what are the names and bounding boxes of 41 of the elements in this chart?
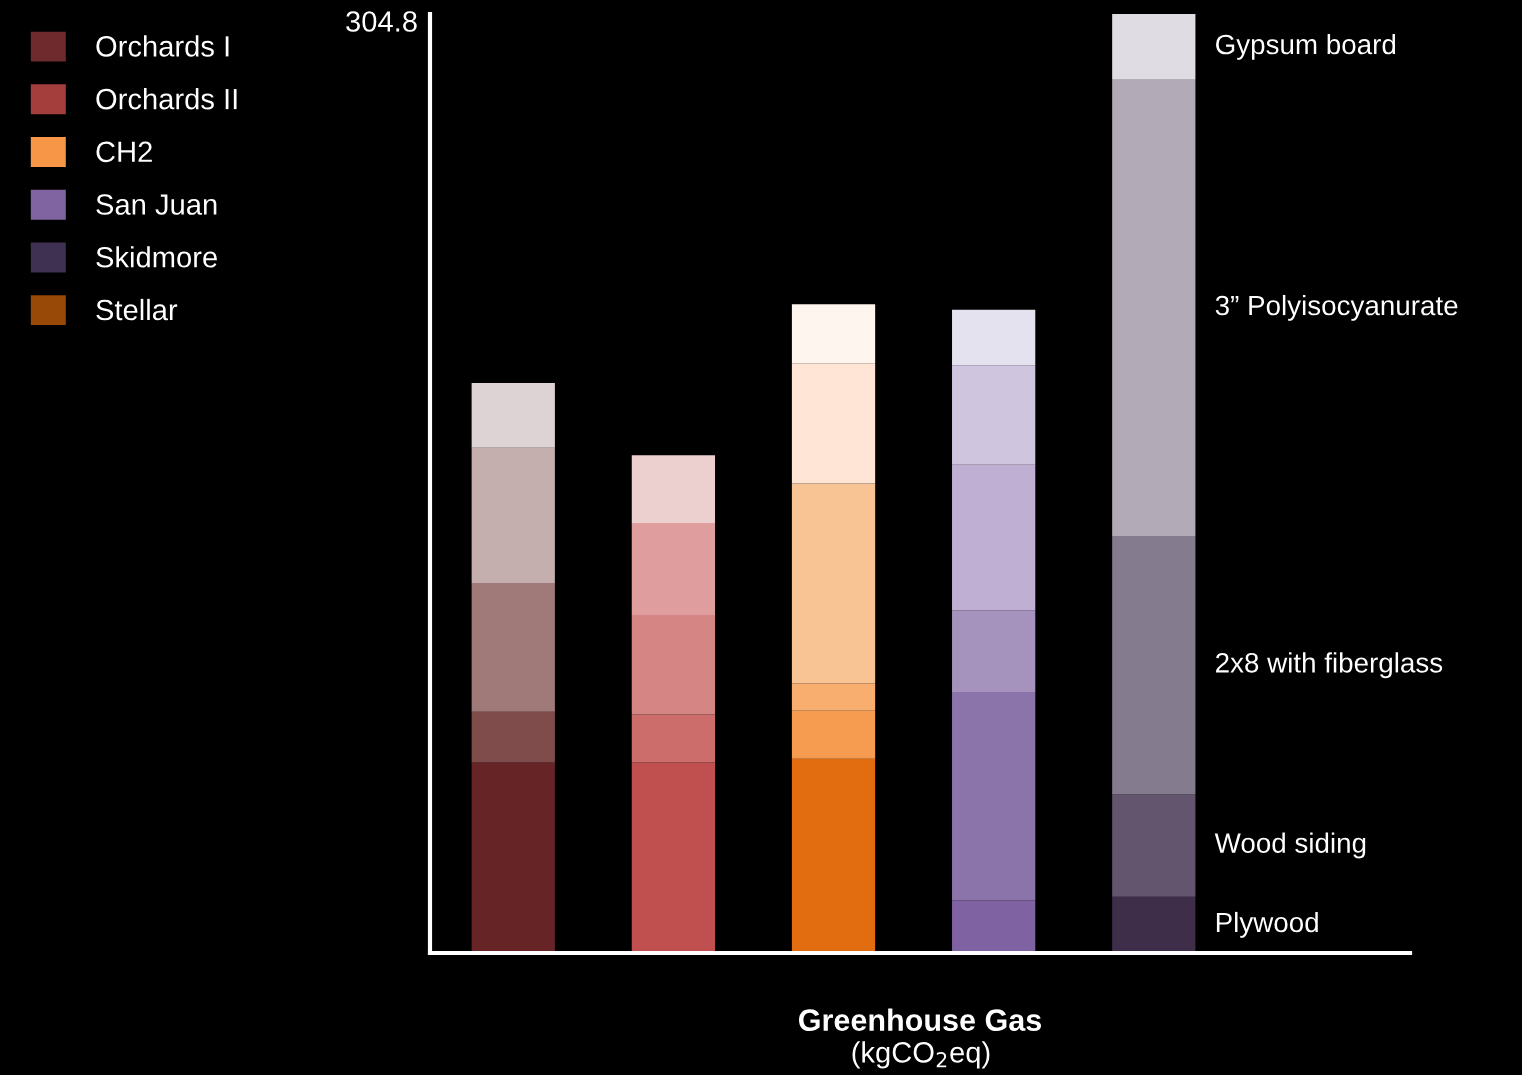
bar [791,683,876,711]
legend-label: San Juan [96,194,217,215]
bar [631,455,716,523]
bar [471,447,555,584]
series-label: Wood siding [1214,832,1366,859]
bar [471,383,555,448]
bar [1112,896,1196,953]
bar [952,365,1036,465]
bar [952,900,1036,953]
bar [1112,794,1196,897]
bar [631,762,716,953]
text: 304.8 [346,11,417,32]
bar [952,464,1036,611]
series-label: Plywood [1216,911,1318,938]
bar [791,710,876,759]
bar [631,614,716,715]
bar [631,714,716,763]
bar [952,309,1036,366]
bar [791,758,876,953]
legend-label: Stellar [96,298,178,321]
bar [791,483,876,684]
series-label: Gypsum board [1216,33,1396,60]
bar [791,304,876,364]
bar [631,522,716,615]
bar [1112,536,1196,795]
bar [471,762,555,953]
bar [952,691,1036,901]
bar [1112,14,1196,80]
x-axis-title: Greenhouse Gas [799,1008,1042,1031]
legend-label: CH2 [96,141,152,163]
bar [471,711,555,763]
bar [471,583,555,712]
series-label: 2x8 with fiberglass [1216,652,1443,679]
bar [791,363,876,484]
legend-label: Orchards I [96,35,229,57]
bar [1112,79,1196,537]
legend-label: Orchards II [96,88,237,110]
legend-label: Skidmore [96,246,217,268]
series-label: 3” Polyisocyanurate [1215,294,1458,321]
bar [952,610,1036,692]
text: (kgCO$_{2}$eq) [852,1041,990,1069]
